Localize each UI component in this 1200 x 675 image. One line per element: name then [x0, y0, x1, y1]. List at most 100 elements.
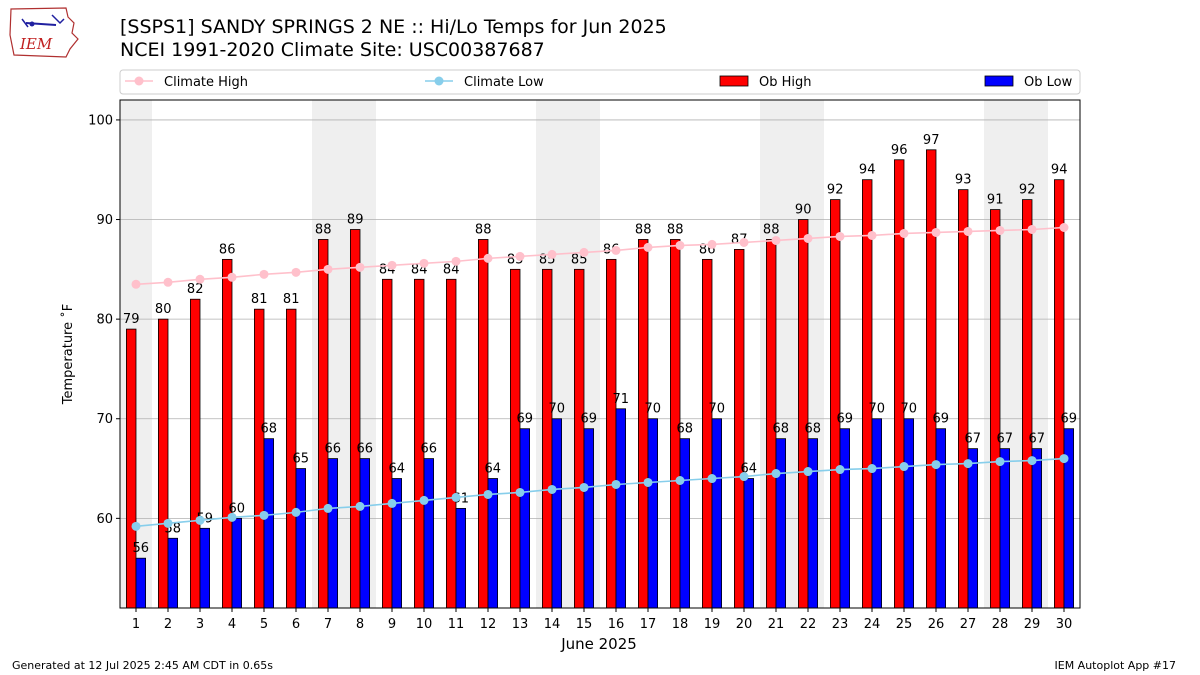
ob-low-bar [615, 408, 627, 609]
x-tick-label: 14 [544, 617, 561, 632]
climate-high-point [643, 242, 653, 252]
x-tick-label: 15 [576, 617, 593, 632]
x-tick-label: 10 [416, 617, 433, 632]
y-tick-label: 60 [96, 512, 113, 527]
x-tick-label: 6 [292, 617, 300, 632]
x-tick-label: 18 [672, 617, 689, 632]
ob-high-label: 88 [635, 222, 652, 237]
climate-high-point [291, 267, 301, 277]
x-tick-label: 13 [512, 617, 529, 632]
climate-low-point [227, 512, 237, 522]
ob-low-label: 70 [869, 402, 886, 417]
ob-low-bar [647, 418, 659, 609]
ob-high-bar [574, 268, 585, 609]
ob-low-label: 70 [645, 402, 662, 417]
climate-high-point [259, 269, 269, 279]
ob-high-label: 92 [1019, 183, 1036, 198]
ob-high-bar [381, 278, 393, 609]
chart-legend: Climate High Climate Low Ob High Ob Low [119, 69, 1081, 95]
climate-low-point [355, 501, 365, 511]
ob-low-bar [167, 537, 179, 609]
climate-high-line [135, 226, 1065, 286]
climate-low-point [867, 464, 877, 474]
ob-low-bar [839, 428, 851, 609]
ob-high-legend-label: Ob High [759, 75, 812, 90]
ob-high-bar [1054, 179, 1065, 609]
ob-high-label: 88 [667, 222, 684, 237]
climate-low-point [515, 487, 525, 497]
plot-frame [119, 99, 1081, 609]
climate-high-point [131, 279, 141, 289]
ob-high-label: 93 [955, 173, 972, 188]
ob-high-label: 89 [347, 212, 364, 227]
ob-low-bar [967, 448, 979, 609]
iem-logo: IEM [9, 7, 79, 58]
ob-low-label: 69 [517, 412, 534, 427]
x-tick-label: 26 [928, 617, 945, 632]
ob-low-legend-label: Ob Low [1024, 75, 1073, 90]
x-tick-label: 22 [800, 617, 817, 632]
x-tick-label: 9 [388, 617, 396, 632]
ob-high-bar [926, 149, 937, 609]
climate-low-point [323, 503, 333, 513]
x-tick-label: 30 [1056, 617, 1073, 632]
ob-low-label: 64 [389, 462, 406, 477]
ob-low-bar [135, 557, 147, 609]
climate-high-point [739, 237, 749, 247]
ob-high-label: 94 [859, 163, 876, 178]
ob-low-bar [455, 507, 467, 609]
ob-high-label: 88 [475, 222, 492, 237]
x-tick-label: 1 [132, 617, 140, 632]
ob-high-bar [606, 258, 617, 609]
climate-low-point [1027, 456, 1037, 466]
ob-low-bar [359, 458, 371, 609]
climate-low-point [131, 521, 141, 531]
ob-low-label: 66 [421, 442, 438, 457]
ob-high-label: 96 [891, 143, 908, 158]
ob-high-bar [317, 239, 329, 609]
climate-high-point [931, 227, 941, 237]
climate-high-point [867, 230, 877, 240]
ob-low-label: 68 [773, 422, 790, 437]
ob-high-bar [990, 209, 1001, 609]
ob-high-bar [862, 179, 873, 609]
logo-text: IEM [19, 35, 53, 53]
ob-low-label: 68 [261, 422, 278, 437]
climate-high-point [419, 258, 429, 268]
ob-high-bar [221, 258, 233, 609]
ob-low-bar [551, 418, 563, 609]
ob-low-label: 66 [325, 442, 342, 457]
climate-high-point [1027, 224, 1037, 234]
ob-low-bar [871, 418, 883, 609]
climate-low-point [707, 474, 717, 484]
ob-high-label: 80 [155, 302, 172, 317]
climate-low-point [579, 482, 589, 492]
climate-low-point [1059, 454, 1069, 464]
y-tick-label: 100 [88, 113, 113, 128]
x-tick-label: 21 [768, 617, 785, 632]
ob-high-bar [542, 268, 553, 609]
climate-low-point [547, 484, 557, 494]
x-tick-label: 3 [196, 617, 204, 632]
climate-high-point [771, 235, 781, 245]
x-tick-label: 5 [260, 617, 268, 632]
climate-high-legend-marker [134, 76, 144, 86]
ob-low-bar [583, 428, 595, 609]
app-note: IEM Autoplot App #17 [1054, 659, 1177, 672]
y-tick-label: 80 [96, 313, 113, 328]
climate-high-point [579, 247, 589, 257]
ob-high-label: 97 [923, 133, 940, 148]
ob-low-bar [519, 428, 531, 609]
climate-low-point [675, 476, 685, 486]
climate-low-point [963, 459, 973, 469]
ob-high-bar [253, 308, 265, 609]
ob-high-bar [638, 239, 649, 609]
ob-low-bar [391, 478, 403, 609]
ob-high-bar [477, 239, 489, 609]
ob-low-bar [263, 438, 275, 609]
climate-low-legend-label: Climate Low [464, 75, 544, 90]
climate-high-point [515, 251, 525, 261]
generated-note: Generated at 12 Jul 2025 2:45 AM CDT in … [12, 659, 273, 672]
ob-low-bar [423, 458, 435, 609]
climate-low-point [643, 477, 653, 487]
